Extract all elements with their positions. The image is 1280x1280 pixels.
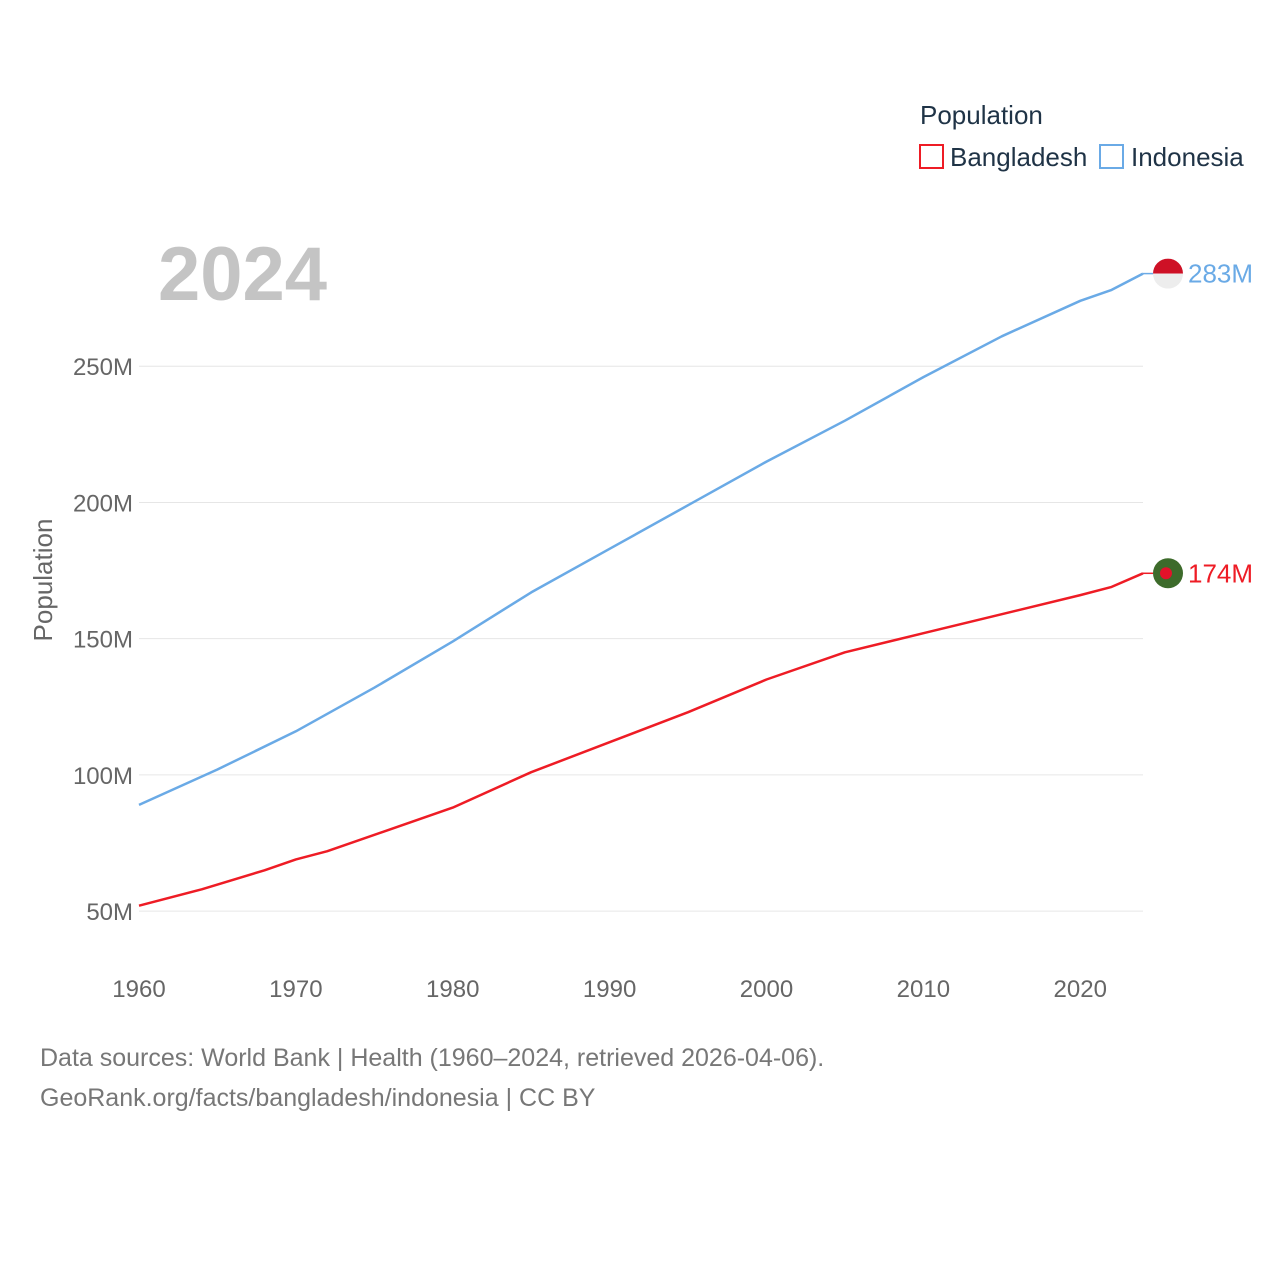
year-watermark: 2024 — [158, 232, 327, 317]
flag-white-band — [1153, 273, 1183, 289]
y-tick-200m: 200M — [73, 490, 133, 517]
y-tick-150m: 150M — [73, 627, 133, 654]
population-chart: 50M 100M 150M 200M 250M 1960 1970 1980 1990 2000… — [28, 100, 1253, 1003]
y-axis-label: Population — [28, 519, 58, 642]
y-tick-100m: 100M — [73, 763, 133, 790]
legend-label-indonesia: Indonesia — [1131, 142, 1244, 172]
end-markers: 174M 283M — [1143, 258, 1253, 589]
legend-item-indonesia[interactable]: Indonesia — [1099, 142, 1244, 172]
indonesia-flag-icon — [1153, 258, 1183, 289]
legend-label-bangladesh: Bangladesh — [950, 142, 1087, 172]
gridlines — [139, 365, 1143, 912]
x-tick-2000: 2000 — [740, 976, 793, 1003]
attribution-line[interactable]: GeoRank.org/facts/bangladesh/indonesia |… — [40, 1084, 596, 1112]
x-tick-1970: 1970 — [269, 976, 322, 1003]
x-tick-1990: 1990 — [583, 976, 636, 1003]
bangladesh-flag-icon — [1153, 558, 1183, 589]
end-value-indonesia: 283M — [1188, 259, 1253, 289]
legend-title: Population — [920, 100, 1043, 130]
x-tick-2020: 2020 — [1054, 976, 1107, 1003]
flag-red-band — [1153, 258, 1183, 274]
legend-item-bangladesh[interactable]: Bangladesh — [919, 142, 1087, 172]
series-lines — [138, 272, 1144, 907]
x-tick-1960: 1960 — [112, 976, 165, 1003]
end-value-bangladesh: 174M — [1188, 558, 1253, 588]
legend-swatch-indonesia — [1099, 144, 1124, 169]
x-tick-1980: 1980 — [426, 976, 479, 1003]
x-tick-2010: 2010 — [897, 976, 950, 1003]
flag-red-disc — [1160, 567, 1172, 580]
source-line: Data sources: World Bank | Health (1960–… — [40, 1044, 825, 1072]
line-indonesia[interactable] — [138, 272, 1144, 807]
y-axis-ticks: 50M 100M 150M 200M 250M — [73, 354, 133, 926]
line-bangladesh[interactable] — [138, 572, 1144, 907]
legend-swatch-bangladesh — [919, 144, 944, 169]
y-tick-250m: 250M — [73, 354, 133, 381]
x-axis-ticks: 1960 1970 1980 1990 2000 2010 2020 — [112, 976, 1107, 1003]
y-tick-50m: 50M — [86, 899, 133, 926]
legend: Population Bangladesh Indonesia — [919, 100, 1244, 172]
